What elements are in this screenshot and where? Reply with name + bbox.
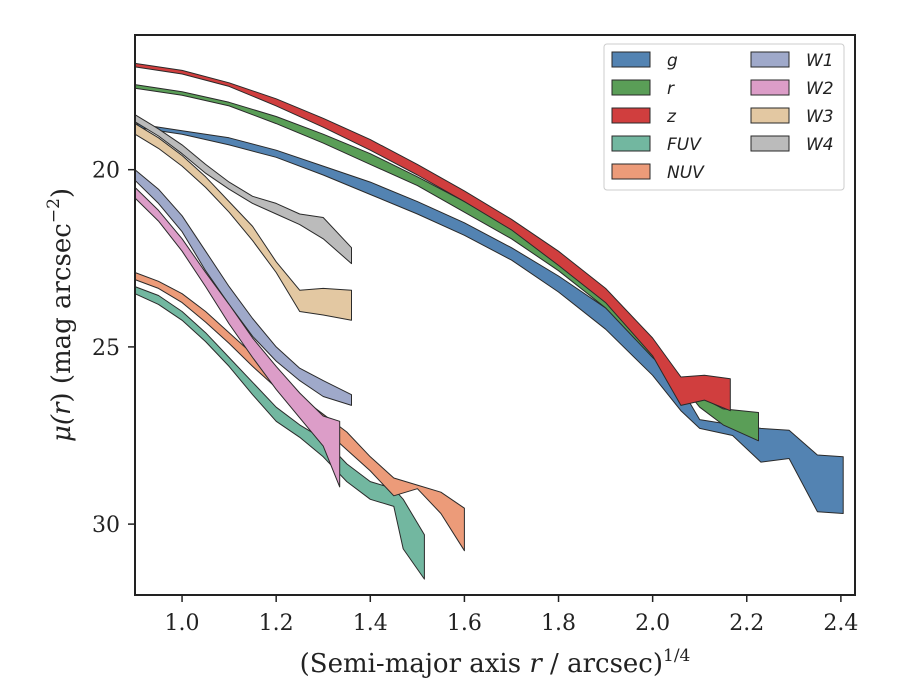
y-axis: 20 25 30 bbox=[92, 159, 135, 538]
x-tick-label: 1.0 bbox=[165, 611, 200, 636]
legend-label-nuv: NUV bbox=[667, 163, 705, 183]
legend-label-w3: W3 bbox=[806, 107, 834, 127]
legend-label-fuv: FUV bbox=[667, 135, 702, 155]
x-tick-label: 2.2 bbox=[729, 611, 764, 636]
band-w1 bbox=[134, 169, 352, 406]
x-tick-label: 1.8 bbox=[541, 611, 576, 636]
x-tick-label: 1.2 bbox=[259, 611, 294, 636]
x-axis: 1.0 1.2 1.4 1.6 1.8 2.0 2.2 2.4 bbox=[165, 595, 858, 636]
band-r bbox=[134, 84, 759, 442]
band-fuv bbox=[134, 286, 425, 580]
x-tick-label: 2.4 bbox=[823, 611, 858, 636]
legend-swatch-fuv bbox=[611, 135, 651, 152]
legend-swatch-r bbox=[611, 79, 651, 96]
band-z bbox=[134, 62, 731, 412]
legend-label-w1: W1 bbox=[806, 51, 834, 71]
legend-swatch-z bbox=[611, 107, 651, 124]
y-tick-label: 20 bbox=[92, 159, 120, 184]
band-w4 bbox=[134, 114, 352, 265]
legend-label-w4: W4 bbox=[806, 135, 834, 155]
legend-swatch-w3 bbox=[750, 107, 790, 124]
x-tick-label: 1.6 bbox=[447, 611, 482, 636]
legend-label-r: r bbox=[667, 79, 675, 99]
x-tick-label: 2.0 bbox=[635, 611, 670, 636]
plot-frame bbox=[134, 34, 856, 596]
legend-label-z: z bbox=[666, 107, 677, 127]
x-tick-label: 1.4 bbox=[353, 611, 388, 636]
legend-swatch-g bbox=[611, 51, 651, 68]
band-w2 bbox=[134, 186, 341, 488]
y-axis-label: μ(r) (mag arcsec−2) bbox=[44, 188, 77, 442]
legend-label-g: g bbox=[667, 51, 678, 71]
x-axis-label: (Semi-major axis r / arcsec)1/4 bbox=[300, 646, 691, 679]
legend-swatch-w1 bbox=[750, 51, 790, 68]
legend: grz FUV NUV W1 W2 W3 W4 bbox=[603, 43, 845, 191]
band-g bbox=[134, 123, 844, 514]
y-tick-label: 25 bbox=[92, 336, 120, 361]
legend-swatch-w2 bbox=[750, 79, 790, 96]
series-bands bbox=[134, 62, 844, 580]
legend-label-w2: W2 bbox=[806, 79, 834, 99]
legend-swatch-w4 bbox=[750, 135, 790, 152]
band-w3 bbox=[134, 123, 352, 321]
legend-swatch-nuv bbox=[611, 163, 651, 180]
y-tick-label: 30 bbox=[92, 513, 120, 538]
